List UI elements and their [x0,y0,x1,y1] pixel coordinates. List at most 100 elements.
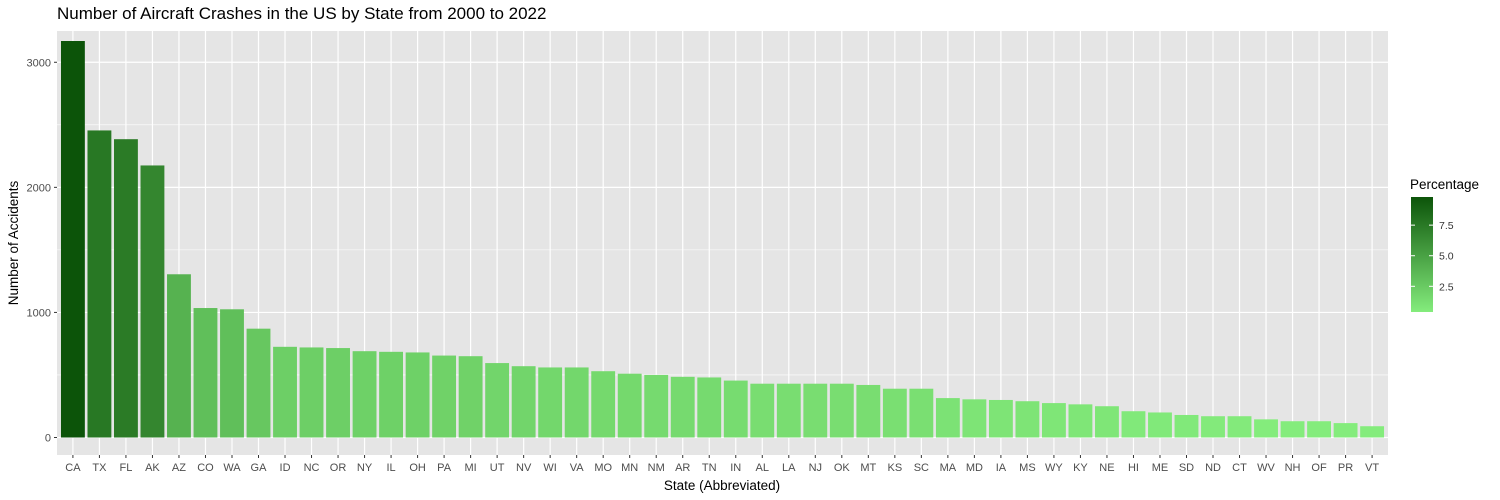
legend-tick-label: 2.5 [1439,281,1454,293]
bar-ne [1095,406,1119,438]
legend-tick-label: 5.0 [1439,251,1454,263]
bar-in [723,380,748,438]
x-tick-label: TN [702,462,717,474]
legend-ticks: 2.5 5.0 7.5 [1411,220,1454,293]
bar-md [962,399,987,438]
bar-mo [591,371,616,438]
x-tick-label: NH [1285,462,1301,474]
bar-wy [1041,403,1066,438]
x-tick-label: VT [1365,462,1379,474]
y-tick-label: 0 [45,432,51,444]
x-tick-label: AZ [172,462,186,474]
bar-pr [1333,423,1358,438]
bar-wi [538,367,563,438]
bar-or [326,348,350,438]
bar-nd [1201,416,1225,438]
bar-ia [988,399,1013,438]
bar-ct [1227,416,1252,438]
x-tick-label: MS [1019,462,1036,474]
bar-co [193,308,218,438]
bar-sd [1174,414,1199,438]
x-tick-label: MN [621,462,638,474]
bar-ak [140,165,165,438]
axes: 0 1000 2000 3000 CA TX FL AK AZ CO WA GA ID NC OR NY IL O… [27,57,1380,474]
x-tick-label: ME [1152,462,1169,474]
bar-wv [1254,419,1278,438]
x-tick-label: MA [940,462,957,474]
legend-tick-label: 7.5 [1439,220,1454,232]
x-tick-label: AR [675,462,690,474]
x-tick-label: MI [465,462,477,474]
x-tick-label: NC [304,462,320,474]
bar-ga [246,328,271,438]
x-tick-label: UT [490,462,505,474]
bar-oh [405,352,430,438]
x-tick-label: OH [409,462,426,474]
bar-hi [1121,411,1146,438]
x-tick-label: GA [251,462,268,474]
x-tick-label: CT [1232,462,1247,474]
bar-wa [220,309,244,438]
bar-fl [114,139,138,438]
bar-va [564,367,589,438]
bar-pa [432,355,457,438]
x-tick-label: OK [834,462,851,474]
x-tick-label: ID [280,462,291,474]
x-tick-label: NM [648,462,665,474]
bar-ma [935,398,960,438]
x-tick-label: HI [1128,462,1139,474]
x-tick-label: IL [386,462,395,474]
bar-mt [856,384,881,438]
bar-of [1307,421,1331,438]
bar-ms [1015,401,1040,438]
bar-az [167,274,191,438]
x-tick-label: WA [223,462,241,474]
bar-ks [882,388,907,438]
x-tick-label: FL [120,462,133,474]
x-tick-label: KS [887,462,902,474]
legend-title: Percentage [1410,177,1479,192]
bar-nh [1280,421,1305,438]
x-tick-label: OR [330,462,347,474]
bar-mn [617,373,642,438]
x-tick-label: PA [437,462,452,474]
x-tick-label: MT [860,462,876,474]
bar-nj [803,383,828,438]
bar-ar [670,376,695,438]
bar-nv [511,366,536,438]
bar-nc [299,347,324,438]
legend-colorbar [1411,197,1433,312]
y-tick-label: 1000 [27,307,51,319]
x-tick-label: WV [1257,462,1275,474]
x-tick-label: IN [730,462,741,474]
x-tick-label: PR [1338,462,1353,474]
x-tick-label: WY [1045,462,1063,474]
bar-la [776,383,801,438]
x-tick-label: AL [756,462,769,474]
bar-al [750,383,775,438]
bar-il [379,351,404,438]
bar-sc [909,388,934,438]
bar-ca [60,41,85,438]
y-tick-label: 3000 [27,57,51,69]
chart-title: Number of Aircraft Crashes in the US by … [57,4,547,23]
x-tick-label: KY [1073,462,1088,474]
x-tick-label: MD [966,462,983,474]
x-tick-label: NY [357,462,373,474]
bar-ut [485,363,510,438]
x-tick-label: AK [145,462,160,474]
x-tick-label: NJ [809,462,822,474]
x-axis-title: State (Abbreviated) [664,478,780,493]
bars [60,41,1385,438]
x-tick-label: IA [996,462,1007,474]
bar-ok [829,383,854,438]
bar-nm [644,374,669,438]
bar-tn [697,377,722,438]
x-tick-label: OF [1311,462,1327,474]
bar-mi [458,356,483,438]
bar-me [1148,412,1172,438]
x-tick-label: NV [516,462,532,474]
x-tick-label: CO [197,462,214,474]
bar-vt [1360,426,1385,438]
